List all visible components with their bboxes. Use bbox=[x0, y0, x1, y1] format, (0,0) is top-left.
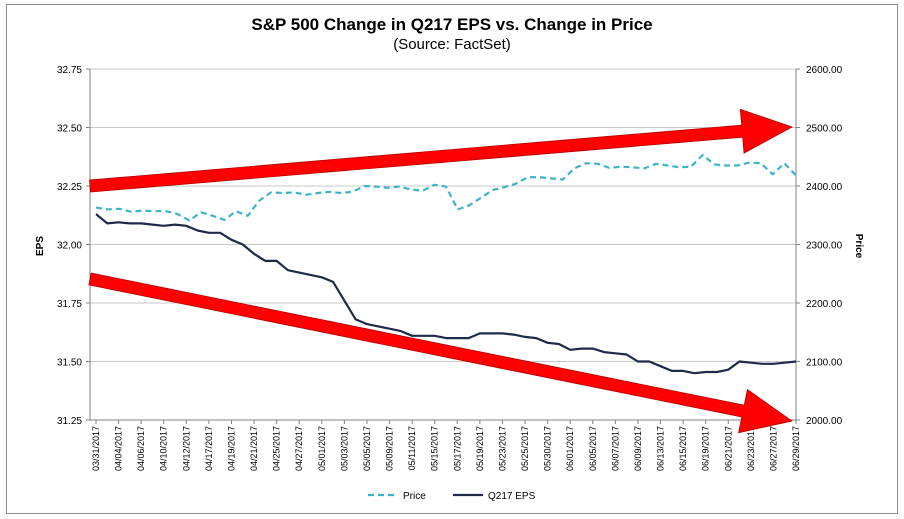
x-tick-label: 04/27/2017 bbox=[294, 426, 304, 471]
x-tick-label: 06/15/2017 bbox=[678, 426, 688, 471]
trend-arrows bbox=[88, 108, 793, 434]
x-tick-label: 06/01/2017 bbox=[565, 426, 575, 471]
x-tick-label: 05/17/2017 bbox=[452, 426, 462, 471]
x-axis-ticks: 03/31/2017 04/04/2017 04/06/2017 04/10/2017… bbox=[91, 426, 801, 471]
x-tick-label: 06/21/2017 bbox=[723, 426, 733, 471]
y2-tick-label: 2200.00 bbox=[806, 299, 843, 310]
x-tick-label: 05/23/2017 bbox=[497, 426, 507, 471]
x-tick-label: 05/19/2017 bbox=[475, 426, 485, 471]
y-tick-label: 32.25 bbox=[57, 182, 82, 193]
x-tick-label: 05/09/2017 bbox=[385, 426, 395, 471]
x-tick-label: 04/06/2017 bbox=[136, 426, 146, 471]
x-tick-label: 05/30/2017 bbox=[543, 426, 553, 471]
y-tick-label: 31.50 bbox=[57, 358, 82, 369]
chart-title: S&P 500 Change in Q217 EPS vs. Change in… bbox=[251, 15, 652, 34]
y2-tick-label: 2500.00 bbox=[806, 124, 843, 135]
x-tick-label: 05/15/2017 bbox=[430, 426, 440, 471]
y-axis-label: EPS bbox=[35, 236, 46, 256]
x-tick-label: 06/09/2017 bbox=[633, 426, 643, 471]
x-tick-label: 05/05/2017 bbox=[362, 426, 372, 471]
y2-tick-label: 2000.00 bbox=[806, 416, 843, 427]
chart-subtitle: (Source: FactSet) bbox=[393, 36, 511, 53]
y2-tick-label: 2300.00 bbox=[806, 241, 843, 252]
down-trend-arrow bbox=[88, 272, 793, 434]
eps-series-line bbox=[95, 213, 797, 375]
y-tick-label: 32.00 bbox=[57, 241, 82, 252]
x-tick-label: 05/01/2017 bbox=[317, 426, 327, 471]
x-tick-label: 04/19/2017 bbox=[226, 426, 236, 471]
left-axis-ticks: 32.75 32.50 32.25 32.00 31.75 31.50 31.25 bbox=[57, 65, 82, 427]
up-trend-arrow bbox=[89, 108, 793, 193]
x-tick-label: 06/07/2017 bbox=[610, 426, 620, 471]
x-tick-label: 04/21/2017 bbox=[249, 426, 259, 471]
y2-tick-label: 2600.00 bbox=[806, 65, 843, 76]
x-tick-label: 04/04/2017 bbox=[114, 426, 124, 471]
x-tick-label: 05/11/2017 bbox=[407, 426, 417, 470]
x-tick-label: 05/03/2017 bbox=[339, 426, 349, 471]
x-tick-label: 06/05/2017 bbox=[588, 426, 598, 471]
x-tick-label: 06/29/2017 bbox=[791, 426, 801, 471]
y-tick-label: 32.75 bbox=[57, 65, 82, 76]
y-tick-label: 31.25 bbox=[57, 416, 82, 427]
x-tick-label: 06/13/2017 bbox=[656, 426, 666, 471]
axes bbox=[86, 68, 800, 424]
chart-frame bbox=[6, 4, 898, 514]
x-tick-label: 06/27/2017 bbox=[768, 426, 778, 471]
series-lines bbox=[95, 153, 797, 375]
legend-price-label: Price bbox=[403, 491, 426, 502]
x-tick-label: 05/25/2017 bbox=[520, 426, 530, 471]
x-tick-label: 03/31/2017 bbox=[91, 426, 101, 471]
x-tick-label: 04/25/2017 bbox=[272, 426, 282, 471]
x-tick-label: 06/23/2017 bbox=[746, 426, 756, 471]
right-axis-ticks: 2600.00 2500.00 2400.00 2300.00 2200.00 2100.… bbox=[806, 65, 843, 427]
y-tick-label: 31.75 bbox=[57, 299, 82, 310]
legend: Price Q217 EPS bbox=[368, 491, 536, 502]
x-tick-label: 04/10/2017 bbox=[159, 426, 169, 471]
gridlines bbox=[90, 68, 796, 421]
y2-tick-label: 2400.00 bbox=[806, 182, 843, 193]
x-tick-label: 04/17/2017 bbox=[204, 426, 214, 471]
y2-tick-label: 2100.00 bbox=[806, 358, 843, 369]
x-tick-label: 04/12/2017 bbox=[181, 426, 191, 471]
y2-axis-label: Price bbox=[853, 234, 864, 259]
x-tick-label: 06/19/2017 bbox=[701, 426, 711, 471]
price-series-line bbox=[95, 153, 797, 222]
legend-eps-label: Q217 EPS bbox=[488, 491, 536, 502]
y-tick-label: 32.50 bbox=[57, 124, 82, 135]
